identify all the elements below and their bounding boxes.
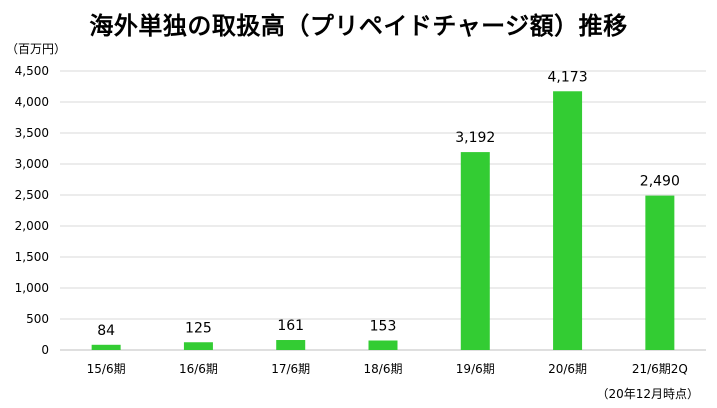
y-tick-label: 4,000 — [15, 95, 49, 109]
footnote: （20年12月時点） — [596, 387, 699, 401]
data-label: 2,490 — [640, 174, 680, 190]
x-tick-label: 21/6期2Q — [632, 362, 688, 376]
y-tick-label: 4,500 — [15, 64, 49, 78]
bar — [276, 340, 306, 350]
bar — [645, 195, 675, 350]
bar — [183, 342, 213, 350]
chart-title: 海外単独の取扱高（プリペイドチャージ額）推移 — [89, 12, 628, 40]
y-tick-label: 500 — [26, 312, 49, 326]
x-tick-label: 16/6期 — [179, 362, 218, 376]
y-tick-label: 2,000 — [15, 219, 49, 233]
y-tick-label: 3,000 — [15, 157, 49, 171]
x-axis: 15/6期 16/6期 17/6期 18/6期 19/6期 20/6期 21/6期2Q — [87, 362, 688, 376]
x-tick-label: 19/6期 — [456, 362, 495, 376]
data-label: 125 — [185, 320, 212, 336]
y-tick-label: 3,500 — [15, 126, 49, 140]
x-tick-label: 15/6期 — [87, 362, 126, 376]
data-label: 84 — [97, 323, 115, 339]
data-label: 3,192 — [455, 130, 495, 146]
y-tick-label: 1,000 — [15, 281, 49, 295]
y-axis: 0 500 1,000 1,500 2,000 2,500 3,000 3,500 4,000 4… — [15, 64, 49, 357]
bar — [368, 340, 398, 350]
bars — [91, 91, 675, 351]
y-tick-label: 2,500 — [15, 188, 49, 202]
y-tick-label: 1,500 — [15, 250, 49, 264]
x-tick-label: 18/6期 — [364, 362, 403, 376]
y-unit-label: （百万円） — [6, 42, 67, 56]
y-tick-label: 0 — [41, 343, 49, 357]
data-label: 161 — [277, 318, 304, 334]
bar — [460, 152, 490, 350]
gridlines — [60, 70, 706, 351]
x-tick-label: 17/6期 — [271, 362, 310, 376]
x-tick-label: 20/6期 — [548, 362, 587, 376]
bar — [553, 91, 583, 351]
data-labels: 84 125 161 153 3,192 4,173 2,490 — [97, 69, 680, 339]
bar — [91, 344, 121, 350]
data-label: 4,173 — [548, 69, 588, 85]
data-label: 153 — [370, 319, 397, 335]
